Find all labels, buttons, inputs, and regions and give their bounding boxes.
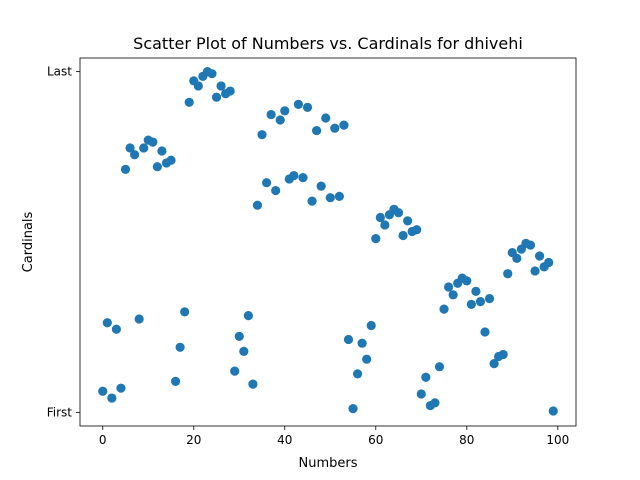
y-tick-label: Last: [47, 65, 72, 79]
data-point: [107, 393, 117, 403]
data-point: [102, 318, 112, 328]
data-point: [207, 69, 217, 79]
data-point: [403, 216, 413, 226]
data-point: [125, 143, 135, 153]
x-axis-label: Numbers: [299, 456, 358, 471]
data-point: [321, 113, 331, 123]
data-point: [412, 225, 422, 235]
data-point: [316, 181, 326, 191]
data-point: [480, 327, 490, 337]
data-point: [271, 185, 281, 196]
y-axis-ticks: First Last: [47, 65, 80, 419]
data-point: [211, 92, 222, 102]
x-axis-ticks: 0 20 40 60 80 100: [99, 426, 569, 447]
data-point: [234, 331, 244, 341]
data-point: [302, 102, 313, 113]
data-point: [266, 109, 276, 120]
data-point: [544, 257, 554, 268]
data-point: [371, 233, 381, 244]
data-point: [466, 299, 476, 309]
x-tick-label: 80: [459, 433, 474, 447]
data-point: [170, 376, 181, 386]
data-point: [489, 359, 499, 369]
data-point: [430, 398, 440, 408]
data-point: [357, 338, 367, 348]
data-point: [362, 354, 372, 364]
data-point: [503, 269, 513, 279]
data-point: [180, 307, 190, 317]
data-point: [193, 81, 203, 91]
plot-frame: [79, 57, 577, 427]
data-point: [366, 320, 376, 331]
data-point: [434, 362, 445, 372]
data-point: [216, 81, 226, 91]
data-point: [334, 191, 344, 201]
y-tick-label: First: [47, 405, 73, 419]
data-point: [312, 125, 322, 136]
data-point: [439, 304, 449, 314]
x-tick-label: 0: [99, 433, 107, 447]
data-point: [225, 86, 235, 96]
data-point: [252, 200, 263, 210]
data-point: [116, 383, 126, 393]
data-point: [512, 253, 522, 263]
data-point: [289, 170, 299, 181]
data-point: [111, 324, 121, 334]
data-point: [134, 314, 144, 324]
data-point: [498, 349, 508, 360]
data-point: [148, 137, 158, 147]
data-point: [120, 164, 131, 175]
data-point: [548, 406, 558, 416]
data-point: [239, 346, 249, 356]
data-point: [380, 220, 390, 230]
data-point: [298, 173, 308, 183]
data-point: [307, 196, 317, 206]
data-point: [471, 286, 481, 297]
data-point: [375, 212, 385, 223]
data-point: [416, 389, 426, 399]
data-point: [98, 386, 108, 396]
data-point: [475, 297, 486, 307]
data-point: [275, 115, 285, 125]
data-point: [230, 366, 240, 376]
data-points: [98, 67, 558, 416]
x-tick-label: 100: [546, 433, 569, 447]
data-point: [348, 404, 358, 414]
data-point: [325, 193, 335, 203]
data-point: [139, 143, 149, 153]
data-point: [393, 208, 404, 218]
data-point: [130, 150, 140, 160]
data-point: [530, 266, 540, 276]
data-point: [421, 372, 431, 382]
data-point: [166, 155, 176, 165]
data-point: [448, 290, 458, 300]
data-point: [343, 334, 354, 345]
data-point: [462, 276, 472, 286]
data-point: [339, 120, 349, 130]
data-point: [398, 230, 408, 241]
data-point: [257, 130, 267, 140]
data-point: [443, 282, 454, 292]
x-tick-label: 20: [186, 433, 201, 447]
data-point: [261, 178, 272, 188]
x-tick-label: 60: [368, 433, 383, 447]
data-point: [175, 342, 185, 352]
data-point: [280, 106, 290, 116]
data-point: [330, 123, 340, 133]
y-axis-label: Cardinals: [21, 211, 36, 272]
data-point: [184, 97, 194, 107]
data-point: [535, 251, 545, 261]
data-point: [352, 369, 363, 379]
data-point: [484, 293, 495, 304]
data-point: [248, 379, 258, 389]
data-point: [293, 99, 304, 109]
data-point: [525, 240, 536, 250]
chart-title: Scatter Plot of Numbers vs. Cardinals fo…: [133, 34, 523, 53]
data-point: [152, 162, 162, 172]
x-tick-label: 40: [277, 433, 292, 447]
data-point: [157, 146, 167, 156]
data-point: [243, 311, 253, 321]
